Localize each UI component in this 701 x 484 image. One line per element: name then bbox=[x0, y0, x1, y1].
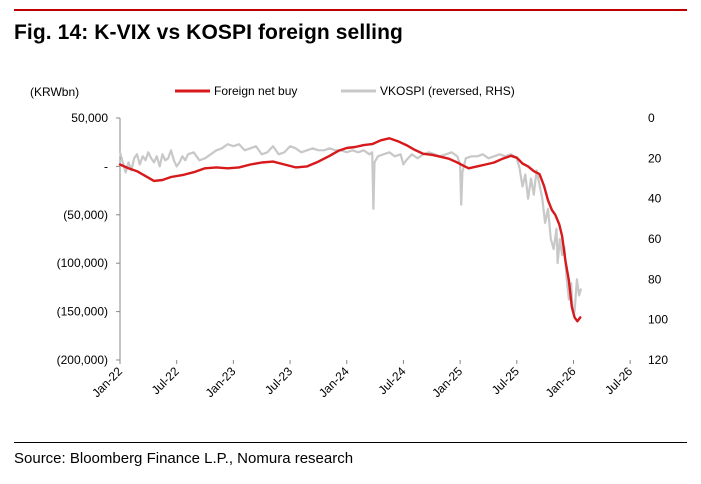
y-right-tick-label: 40 bbox=[648, 192, 662, 206]
chart: (KRWbn) 50,000 - (50,000) (100,000) (150,000)… bbox=[30, 84, 668, 400]
y-left-tick-label: (150,000) bbox=[57, 305, 108, 319]
source-note: Source: Bloomberg Finance L.P., Nomura r… bbox=[14, 450, 354, 467]
x-tick-label: Jan-22 bbox=[89, 364, 125, 400]
x-tick-label: Jul-22 bbox=[149, 364, 182, 397]
y-left-tick-label: (50,000) bbox=[63, 208, 108, 222]
x-tick-label: Jul-23 bbox=[262, 364, 295, 397]
y-right-tick-label: 100 bbox=[648, 313, 668, 327]
x-tick-label: Jul-24 bbox=[376, 364, 409, 397]
y-right-tick-label: 120 bbox=[648, 353, 668, 367]
y-left-tick-label: - bbox=[104, 159, 108, 173]
series-line-foreign-net-buy bbox=[118, 137, 582, 323]
axes-layer: (KRWbn) 50,000 - (50,000) (100,000) (150,000)… bbox=[30, 85, 668, 400]
legend-label: Foreign net buy bbox=[214, 84, 297, 98]
x-tick-label: Jan-26 bbox=[543, 364, 579, 400]
y-axis-left-label: (KRWbn) bbox=[30, 85, 79, 99]
title-top-rule bbox=[14, 9, 687, 11]
y-right-tick-label: 0 bbox=[648, 111, 655, 125]
x-tick-label: Jul-25 bbox=[489, 364, 522, 397]
legend-label: VKOSPI (reversed, RHS) bbox=[380, 84, 515, 98]
y-right-tick-label: 20 bbox=[648, 151, 662, 165]
y-left-tick-label: (100,000) bbox=[57, 256, 108, 270]
y-right-tick-label: 80 bbox=[648, 272, 662, 286]
series-layer bbox=[118, 137, 582, 323]
y-right-tick-label: 60 bbox=[648, 232, 662, 246]
x-tick-label: Jan-24 bbox=[316, 364, 352, 400]
x-tick-label: Jan-23 bbox=[203, 364, 239, 400]
figure-title: Fig. 14: K-VIX vs KOSPI foreign selling bbox=[14, 21, 403, 44]
series-line-vkospi bbox=[118, 143, 582, 313]
x-tick-label: Jul-26 bbox=[602, 364, 635, 397]
y-left-tick-label: (200,000) bbox=[57, 353, 108, 367]
y-left-tick-label: 50,000 bbox=[71, 111, 108, 125]
legend: Foreign net buy VKOSPI (reversed, RHS) bbox=[175, 84, 515, 98]
source-rule bbox=[14, 442, 687, 443]
x-tick-label: Jan-25 bbox=[429, 364, 465, 400]
